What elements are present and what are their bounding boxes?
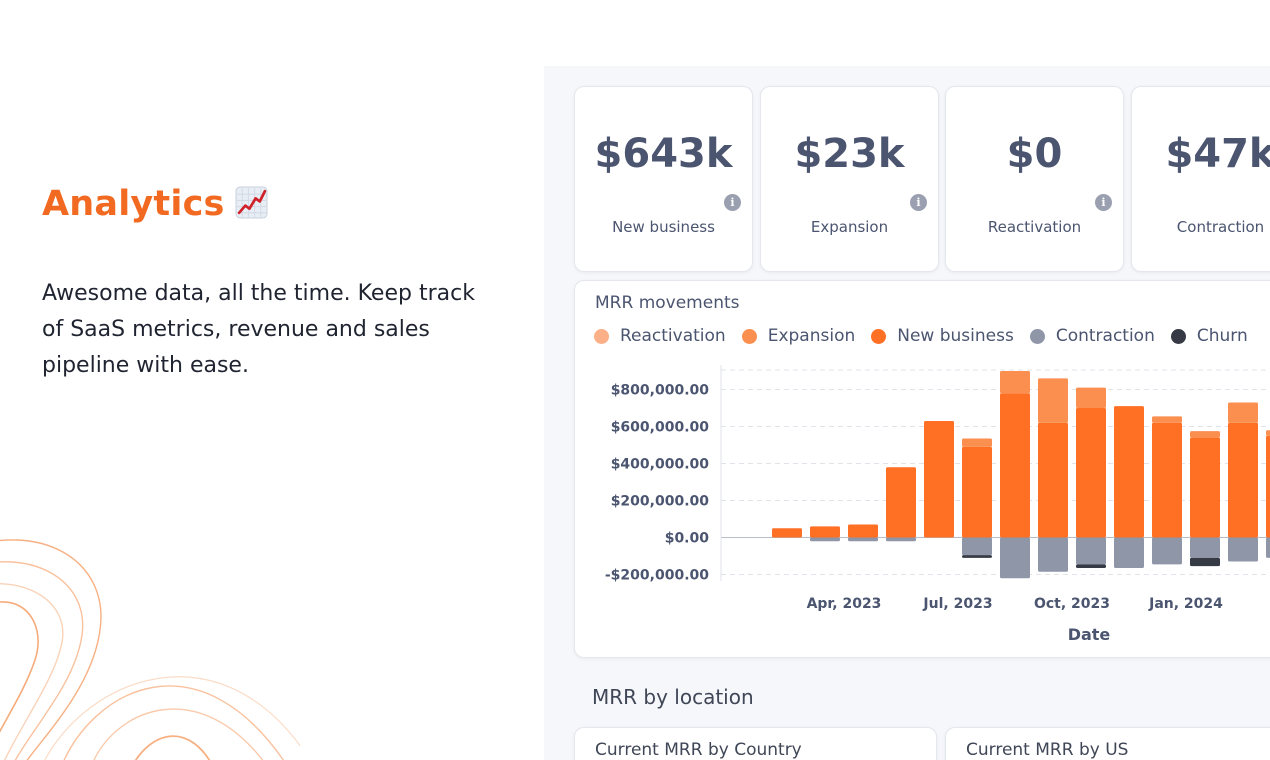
bar-new-business xyxy=(962,446,992,538)
bar-new-business xyxy=(924,420,954,538)
kpi-card-new-business[interactable]: $643k i New business xyxy=(574,86,753,272)
bar-contraction xyxy=(1152,537,1182,565)
bar-contraction xyxy=(886,537,916,542)
legend-swatch xyxy=(1029,328,1045,344)
hero-title-text: Analytics xyxy=(42,184,225,224)
bar-new-business xyxy=(1000,393,1030,538)
bar-new-business xyxy=(810,526,840,538)
legend-item-new-business[interactable]: New business xyxy=(871,326,1014,346)
bar-contraction xyxy=(1266,537,1270,558)
bar-expansion xyxy=(962,438,992,447)
y-tick-label: -$200,000.00 xyxy=(605,568,709,584)
bar-contraction xyxy=(848,537,878,542)
bar-churn xyxy=(962,555,992,558)
hero-description: Awesome data, all the time. Keep track o… xyxy=(42,281,475,378)
y-tick-label: $200,000.00 xyxy=(611,494,710,510)
bar-expansion xyxy=(1152,416,1182,423)
bar-new-business xyxy=(1038,422,1068,538)
x-axis-title: Date xyxy=(1068,625,1111,644)
kpi-label: New business xyxy=(612,218,715,236)
decorative-swirl xyxy=(0,539,300,760)
info-icon[interactable]: i xyxy=(1095,194,1112,211)
y-tick-label: $600,000.00 xyxy=(611,420,710,436)
bar-new-business xyxy=(886,467,916,538)
chart-increasing-icon xyxy=(235,186,268,219)
bar-expansion xyxy=(1000,371,1030,394)
kpi-label: Contraction xyxy=(1176,218,1265,236)
kpi-value: $643k xyxy=(594,131,733,177)
bar-new-business xyxy=(1076,408,1106,538)
dashboard-panel: $643k i New business $23k i Expansion $0… xyxy=(544,66,1270,760)
bar-contraction xyxy=(1000,537,1030,579)
card-title: Current MRR by Country xyxy=(595,740,802,760)
x-tick-label: Apr, 2023 xyxy=(807,596,882,612)
legend-swatch xyxy=(1170,328,1186,344)
bar-expansion xyxy=(1190,431,1220,438)
bar-contraction xyxy=(1114,537,1144,569)
bar-contraction xyxy=(810,537,840,542)
bar-contraction xyxy=(1228,537,1258,562)
bar-new-business xyxy=(1152,422,1182,538)
bar-new-business xyxy=(1190,437,1220,538)
bar-new-business xyxy=(772,528,802,538)
legend-swatch xyxy=(871,328,887,344)
legend-swatch xyxy=(594,328,609,344)
kpi-card-reactivation[interactable]: $0 i Reactivation xyxy=(945,86,1124,272)
y-tick-label: $0.00 xyxy=(665,531,710,547)
chart-legend: Reactivation Expansion New business Cont… xyxy=(594,326,1264,346)
legend-item-reactivation[interactable]: Reactivation xyxy=(594,326,726,346)
bar-new-business xyxy=(1266,435,1270,538)
bar-expansion xyxy=(1076,387,1106,408)
chart-title: MRR movements xyxy=(595,293,740,313)
bar-new-business xyxy=(848,524,878,538)
country-mrr-card: Current MRR by Country xyxy=(574,727,937,760)
legend-item-churn[interactable]: Churn xyxy=(1170,326,1248,346)
bar-expansion xyxy=(1038,378,1068,423)
bar-contraction xyxy=(1190,537,1220,558)
legend-label: Expansion xyxy=(767,326,856,346)
y-tick-label: $400,000.00 xyxy=(611,457,710,473)
info-icon[interactable]: i xyxy=(724,194,741,211)
bar-expansion xyxy=(1266,430,1270,436)
kpi-card-expansion[interactable]: $23k i Expansion xyxy=(760,86,939,272)
section-title-mrr-by-location: MRR by location xyxy=(592,685,754,709)
bar-expansion xyxy=(1228,402,1258,423)
bar-new-business xyxy=(1114,406,1144,538)
us-mrr-card: Current MRR by US xyxy=(945,727,1270,760)
bar-churn xyxy=(1076,564,1106,569)
bar-churn xyxy=(1190,557,1220,567)
kpi-value: $0 xyxy=(1006,131,1063,177)
bar-contraction xyxy=(1076,537,1106,565)
legend-item-expansion[interactable]: Expansion xyxy=(741,326,856,346)
y-tick-label: $800,000.00 xyxy=(611,383,710,399)
x-tick-label: Jul, 2023 xyxy=(922,596,992,612)
legend-label: Churn xyxy=(1196,326,1248,346)
bar-contraction xyxy=(1038,537,1068,572)
kpi-label: Reactivation xyxy=(987,218,1082,236)
legend-label: Contraction xyxy=(1055,326,1155,346)
mrr-movements-chart: $800,000.00 $600,000.00 $400,000.00 $200,00… xyxy=(605,365,1270,644)
legend-item-contraction[interactable]: Contraction xyxy=(1029,326,1155,346)
kpi-label: Expansion xyxy=(810,218,889,236)
kpi-value: $23k xyxy=(794,131,905,177)
legend-label: New business xyxy=(897,326,1014,346)
card-title: Current MRR by US xyxy=(966,740,1129,760)
bar-contraction xyxy=(962,537,992,556)
info-icon[interactable]: i xyxy=(910,194,927,211)
hero-title: Analytics xyxy=(42,184,268,224)
x-tick-label: Jan, 2024 xyxy=(1148,596,1223,612)
kpi-value: $47k xyxy=(1165,131,1270,177)
kpi-card-contraction[interactable]: $47k i Contraction xyxy=(1131,86,1270,272)
legend-label: Reactivation xyxy=(620,326,726,346)
bar-new-business xyxy=(1228,422,1258,538)
x-tick-label: Oct, 2023 xyxy=(1034,596,1110,612)
mrr-movements-card: MRR movements Reactivation Expansion New… xyxy=(574,280,1270,658)
legend-swatch xyxy=(741,328,757,344)
